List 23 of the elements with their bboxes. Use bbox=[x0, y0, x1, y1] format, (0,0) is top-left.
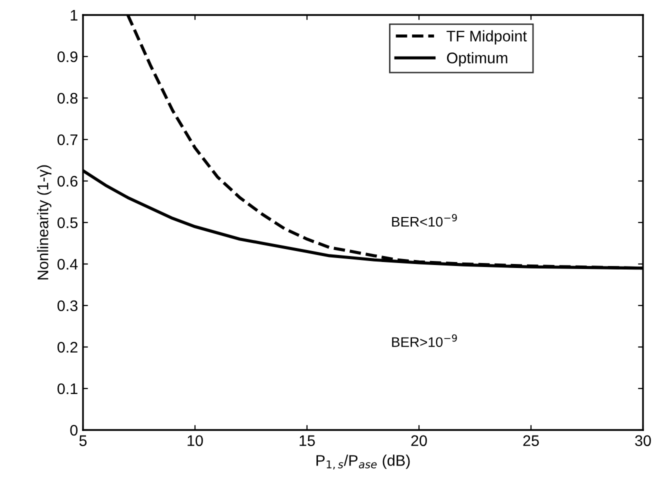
annotation: BER>10$^{−9}$ bbox=[392, 334, 457, 348]
x-tick-label: 25 bbox=[523, 435, 539, 446]
y-axis-title: Nonlinearity (1-γ) bbox=[37, 165, 52, 280]
y-tick-label: 0.4 bbox=[58, 258, 78, 270]
x-tick-label: 30 bbox=[635, 435, 651, 446]
y-tick-label: 0.1 bbox=[58, 383, 78, 394]
x-axis-title: P$_{1,s}$/P$_{ase}$ (dB) bbox=[316, 454, 410, 470]
y-tick-label: 0.9 bbox=[58, 51, 78, 62]
x-tick-label: 20 bbox=[411, 435, 427, 446]
legend-label: Optimum bbox=[446, 52, 508, 66]
legend-label: TF Midpoint bbox=[446, 30, 527, 45]
annotation: BER<10$^{−9}$ bbox=[392, 214, 457, 227]
x-tick-label: 5 bbox=[79, 435, 87, 446]
y-tick-label: 0.5 bbox=[58, 217, 78, 228]
y-tick-label: 1 bbox=[70, 10, 78, 21]
y-tick-label: 0.8 bbox=[58, 92, 78, 104]
x-tick-label: 15 bbox=[300, 435, 315, 446]
y-tick-label: 0.7 bbox=[58, 134, 78, 146]
x-tick-label: 10 bbox=[188, 435, 203, 446]
y-tick-label: 0.3 bbox=[58, 300, 78, 312]
y-tick-label: 0.6 bbox=[58, 176, 78, 187]
y-tick-label: 0.2 bbox=[58, 342, 78, 353]
y-tick-label: 0 bbox=[70, 424, 78, 436]
